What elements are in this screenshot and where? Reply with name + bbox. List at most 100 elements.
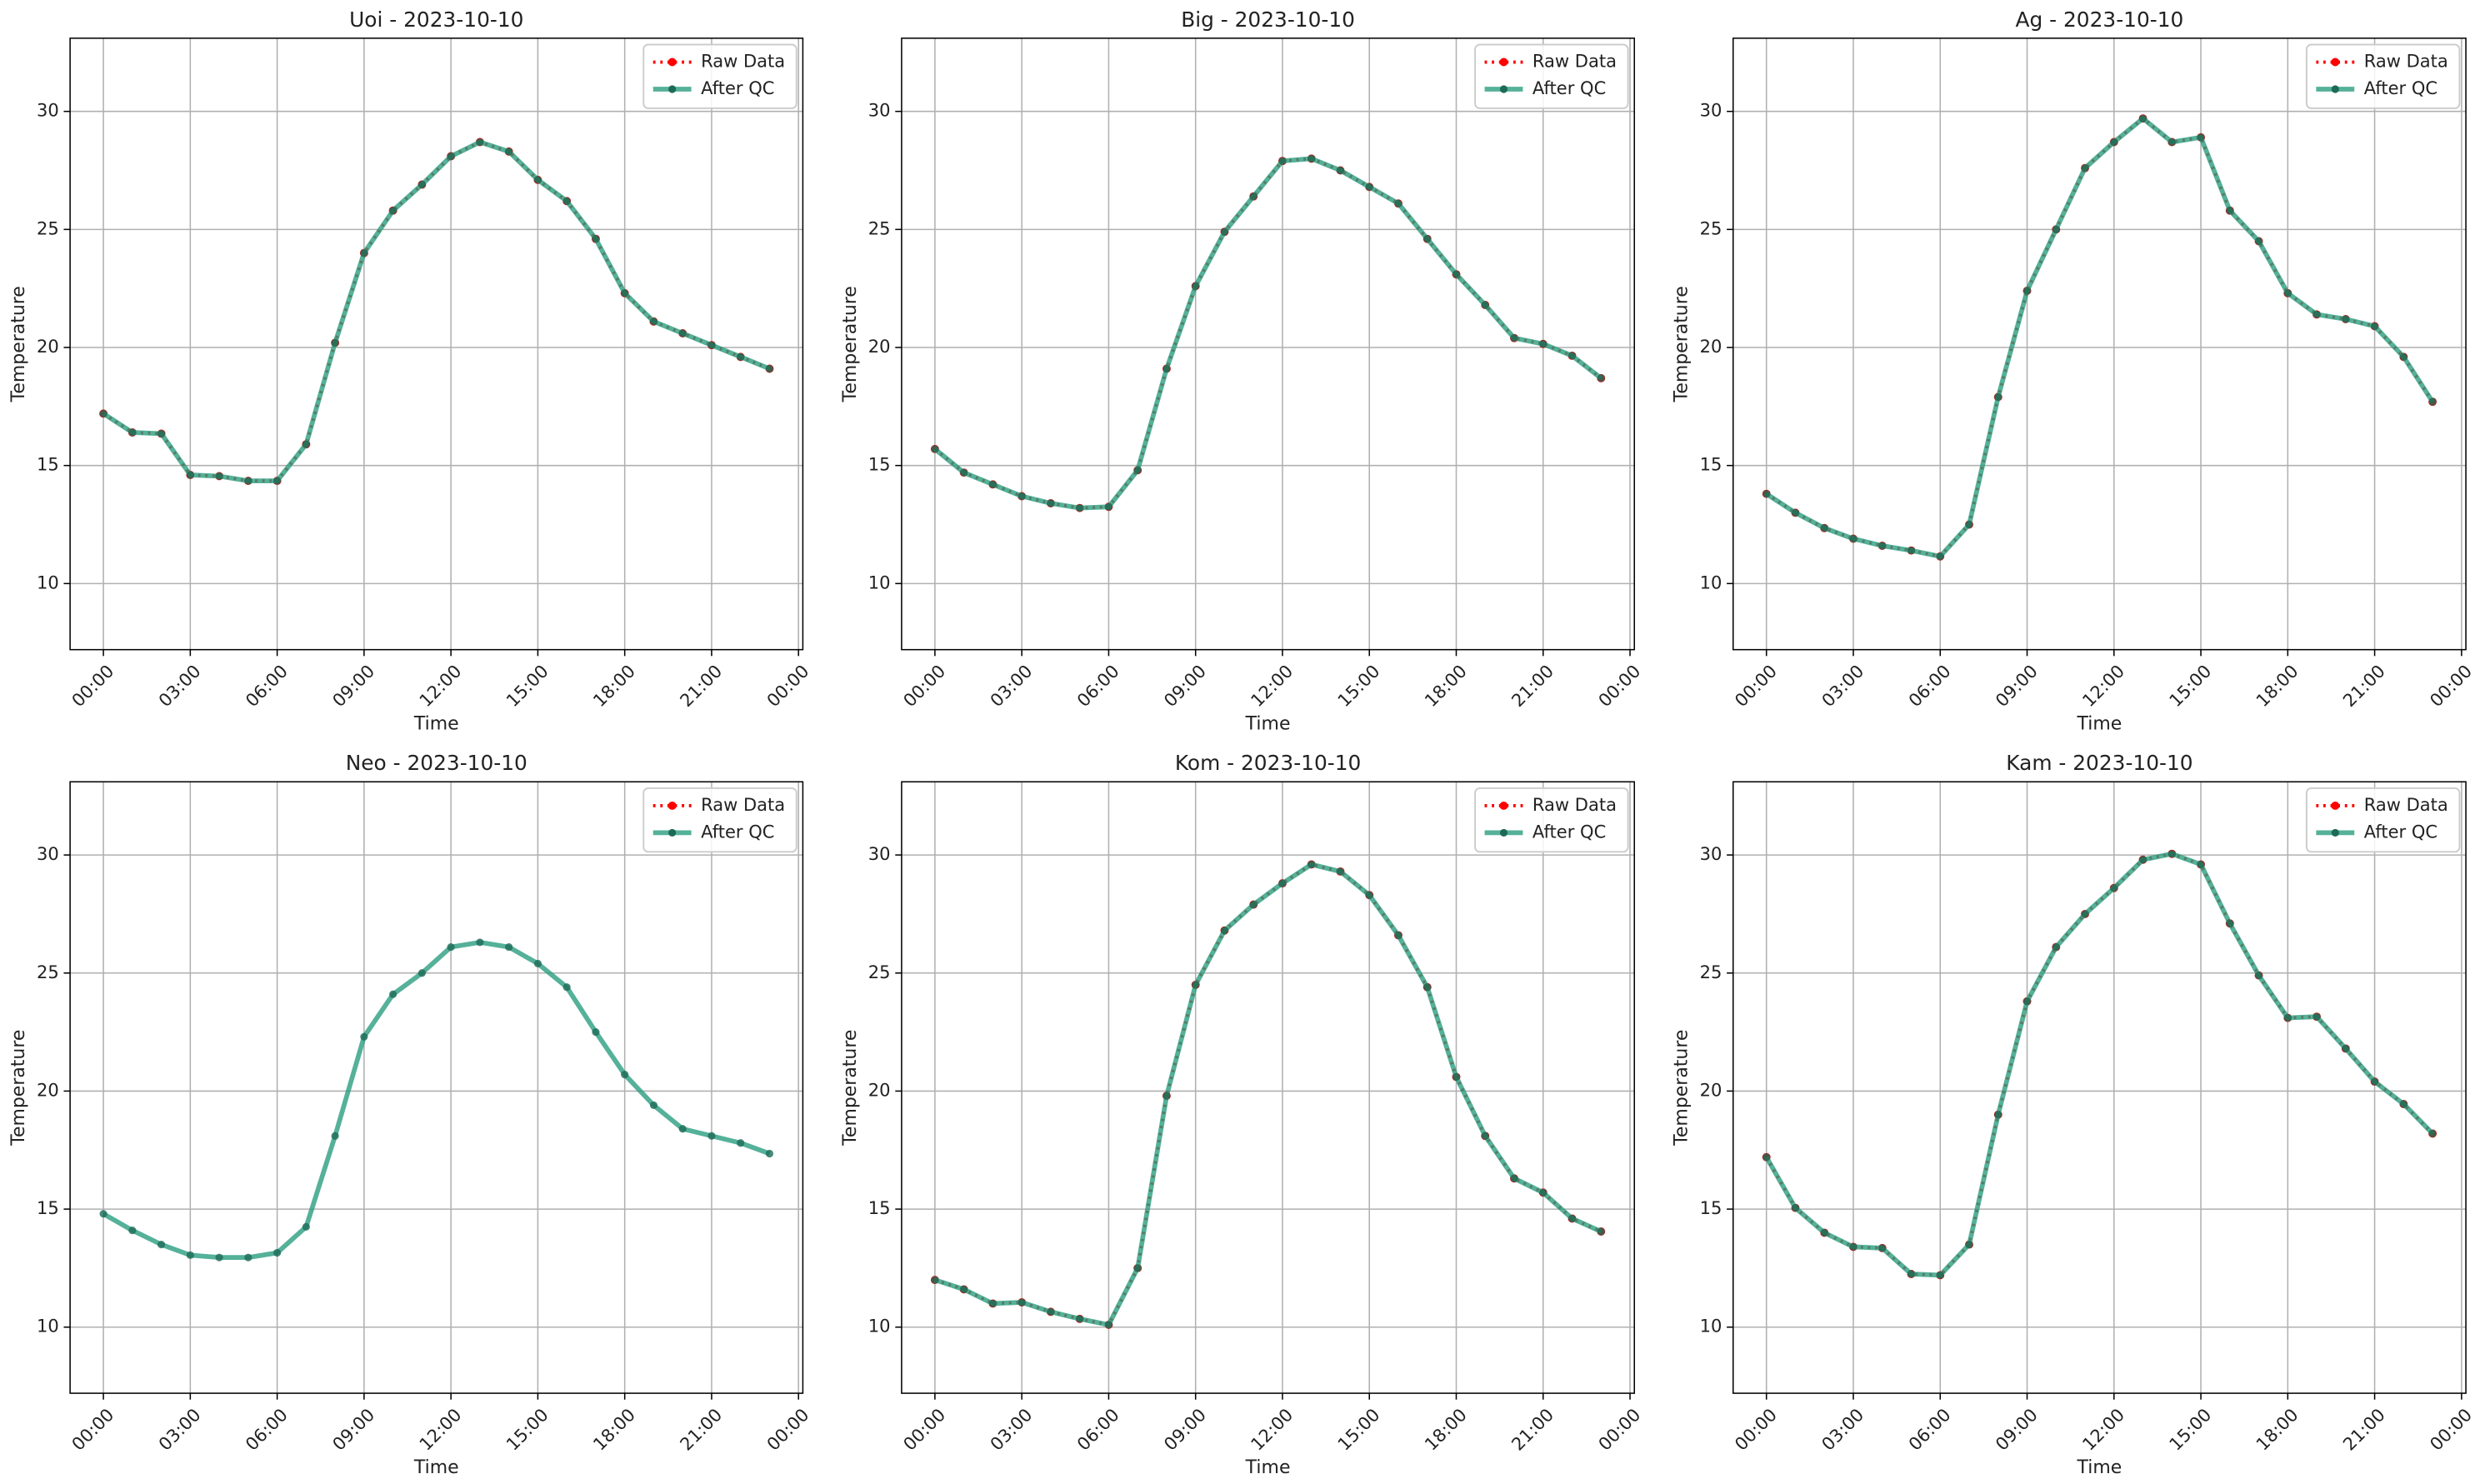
y-tick-label: 30: [1700, 843, 1722, 864]
x-tick-label: 12:00: [1247, 661, 1298, 712]
data-point: [2226, 207, 2234, 215]
data-point: [562, 197, 571, 205]
y-tick-label: 20: [868, 336, 891, 357]
data-point: [2399, 1100, 2408, 1108]
data-point: [1791, 508, 1800, 517]
legend-label: After QC: [2364, 77, 2438, 98]
y-tick-label: 25: [37, 962, 59, 982]
legend-label: Raw Data: [2364, 51, 2448, 72]
chart-title: Kam - 2023-10-10: [2006, 751, 2192, 775]
y-tick-label: 20: [1700, 1079, 1722, 1100]
legend-marker: [668, 57, 677, 67]
data-point: [2197, 133, 2205, 142]
x-tick-label: 18:00: [588, 661, 639, 712]
data-point: [215, 1253, 223, 1262]
data-point: [476, 137, 484, 147]
x-axis-label: Time: [1245, 1457, 1291, 1478]
data-point: [1162, 364, 1171, 373]
data-point: [1510, 1174, 1518, 1182]
data-point: [931, 445, 939, 453]
data-point: [1365, 891, 1373, 899]
data-point: [1762, 1153, 1771, 1162]
data-point: [215, 472, 223, 481]
axes-frame: [1732, 37, 2467, 651]
data-point: [2138, 114, 2148, 122]
x-tick-label: 12:00: [1247, 1404, 1298, 1455]
x-tick-label: 12:00: [2078, 1404, 2129, 1455]
data-point: [1820, 1228, 1828, 1237]
data-point: [389, 207, 398, 215]
y-tick-label: 10: [1700, 572, 1722, 592]
data-point: [1849, 534, 1858, 543]
data-point: [418, 969, 426, 977]
data-point: [1047, 1307, 1055, 1316]
data-point: [2370, 322, 2379, 331]
axes-frame: [901, 781, 1636, 1394]
data-point: [2254, 972, 2263, 980]
legend-marker: [2331, 57, 2340, 67]
data-point: [244, 477, 252, 485]
data-point: [2370, 1077, 2379, 1086]
series-line: [102, 940, 771, 1261]
data-point: [2081, 164, 2089, 172]
x-tick-label: 18:00: [2252, 661, 2302, 712]
legend-label: Raw Data: [701, 51, 785, 72]
data-point: [765, 364, 774, 373]
axes-frame: [69, 37, 804, 651]
x-tick-label: 00:00: [899, 1404, 950, 1455]
data-point: [960, 468, 968, 477]
data-point: [2342, 1044, 2350, 1053]
data-point: [1047, 499, 1055, 507]
x-tick-label: 00:00: [1594, 1404, 1645, 1455]
data-point: [2052, 943, 2060, 952]
y-tick-label: 20: [868, 1079, 891, 1100]
y-tick-label: 10: [37, 1316, 59, 1337]
x-axis-label: Time: [2077, 1457, 2122, 1478]
data-point: [562, 983, 571, 992]
legend-label: After QC: [701, 821, 774, 842]
axes-frame: [1732, 781, 2467, 1394]
data-point: [1965, 520, 1973, 529]
data-point: [1907, 547, 1916, 555]
x-tick-label: 03:00: [154, 1404, 205, 1455]
y-tick-label: 25: [37, 217, 59, 238]
data-point: [2428, 1129, 2437, 1138]
data-point: [533, 959, 542, 968]
y-tick-label: 10: [868, 1316, 891, 1337]
x-axis-label: Time: [413, 713, 459, 734]
data-point: [302, 1222, 310, 1231]
data-point: [1994, 392, 2002, 402]
plot-area: [1732, 37, 2467, 650]
legend-label: Raw Data: [1532, 51, 1617, 72]
data-point: [2110, 884, 2118, 892]
data-point: [1423, 983, 1432, 992]
legend-box: [2305, 787, 2461, 853]
data-point: [737, 1139, 745, 1147]
data-point: [1539, 340, 1548, 348]
x-tick-label: 18:00: [1420, 1404, 1471, 1455]
subplot: 10 15 20 25 30 00:00 03:00 06:00 09:00 12:00 15:00…: [8, 7, 813, 735]
subplot: 10 15 20 25 30 00:00 03:00 06:00 09:00 12:00 15:00…: [8, 751, 813, 1478]
data-point: [1133, 1264, 1142, 1272]
chart-title: Neo - 2023-10-10: [346, 751, 528, 775]
x-tick-label: 00:00: [1731, 1404, 1782, 1455]
data-point: [1249, 901, 1258, 909]
legend-marker: [1499, 57, 1508, 67]
x-tick-label: 15:00: [2165, 661, 2216, 712]
legend-marker: [2331, 85, 2339, 93]
legend-marker: [1499, 85, 1508, 93]
data-point: [708, 341, 716, 349]
x-tick-label: 00:00: [899, 661, 950, 712]
data-point: [1597, 1227, 1605, 1236]
data-point: [1104, 502, 1113, 511]
series-line: [1764, 851, 2435, 1278]
x-tick-label: 21:00: [2338, 1404, 2389, 1455]
legend-label: After QC: [2364, 821, 2438, 842]
y-tick-label: 30: [37, 843, 59, 864]
data-point: [1423, 235, 1432, 243]
data-point: [360, 1032, 368, 1041]
x-tick-label: 00:00: [1731, 661, 1782, 712]
data-point: [99, 1210, 108, 1218]
x-tick-label: 00:00: [68, 661, 118, 712]
legend-marker: [668, 828, 677, 837]
